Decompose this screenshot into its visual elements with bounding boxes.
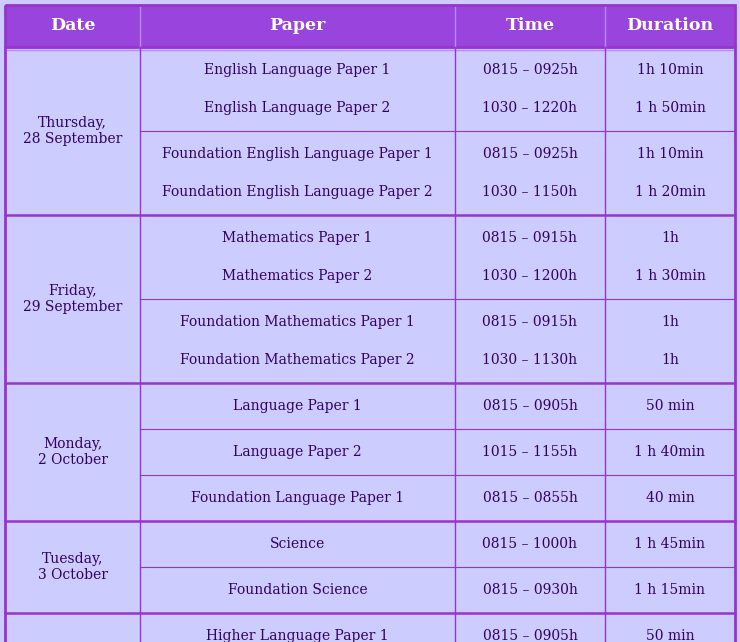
Text: 1030 – 1150h: 1030 – 1150h: [482, 185, 577, 199]
Text: 0815 – 0905h: 0815 – 0905h: [482, 629, 577, 642]
Text: 1 h 30min: 1 h 30min: [635, 269, 705, 283]
Text: Higher Language Paper 1: Higher Language Paper 1: [206, 629, 388, 642]
Text: 50 min: 50 min: [646, 399, 694, 413]
Text: Language Paper 1: Language Paper 1: [233, 399, 362, 413]
Text: 0815 – 0855h: 0815 – 0855h: [482, 491, 577, 505]
Text: 1030 – 1200h: 1030 – 1200h: [482, 269, 577, 283]
Text: 1 h 50min: 1 h 50min: [635, 101, 705, 115]
Text: 1h 10min: 1h 10min: [636, 63, 703, 77]
Text: 0815 – 0930h: 0815 – 0930h: [482, 583, 577, 597]
Text: 1030 – 1220h: 1030 – 1220h: [482, 101, 577, 115]
Text: Tuesday,
3 October: Tuesday, 3 October: [38, 552, 107, 582]
Text: Paper: Paper: [269, 17, 326, 35]
Text: Mathematics Paper 2: Mathematics Paper 2: [223, 269, 373, 283]
Text: Foundation English Language Paper 2: Foundation English Language Paper 2: [162, 185, 433, 199]
Text: Mathematics Paper 1: Mathematics Paper 1: [222, 231, 373, 245]
Text: Language Paper 2: Language Paper 2: [233, 445, 362, 459]
Text: 1015 – 1155h: 1015 – 1155h: [482, 445, 578, 459]
Text: 1h 10min: 1h 10min: [636, 147, 703, 161]
Text: Thursday,
28 September: Thursday, 28 September: [23, 116, 122, 146]
Text: 1 h 20min: 1 h 20min: [635, 185, 705, 199]
Text: 1030 – 1130h: 1030 – 1130h: [482, 353, 577, 367]
Text: Foundation Language Paper 1: Foundation Language Paper 1: [191, 491, 404, 505]
Text: Date: Date: [50, 17, 95, 35]
Text: 1 h 40min: 1 h 40min: [634, 445, 705, 459]
Text: 40 min: 40 min: [645, 491, 694, 505]
Text: 0815 – 0905h: 0815 – 0905h: [482, 399, 577, 413]
Text: 0815 – 0915h: 0815 – 0915h: [482, 231, 577, 245]
Text: Friday,
29 September: Friday, 29 September: [23, 284, 122, 314]
Text: 0815 – 1000h: 0815 – 1000h: [482, 537, 577, 551]
Bar: [5, 5, 735, 47]
Text: Time: Time: [505, 17, 554, 35]
Text: 1h: 1h: [661, 231, 679, 245]
Text: English Language Paper 1: English Language Paper 1: [204, 63, 391, 77]
Text: English Language Paper 2: English Language Paper 2: [204, 101, 391, 115]
Text: 1 h 15min: 1 h 15min: [634, 583, 705, 597]
Text: 1h: 1h: [661, 315, 679, 329]
Text: Foundation Mathematics Paper 1: Foundation Mathematics Paper 1: [180, 315, 415, 329]
Text: Monday,
2 October: Monday, 2 October: [38, 437, 107, 467]
Text: 0815 – 0925h: 0815 – 0925h: [482, 63, 577, 77]
Text: 1h: 1h: [661, 353, 679, 367]
Text: Duration: Duration: [627, 17, 713, 35]
Text: 1 h 45min: 1 h 45min: [634, 537, 705, 551]
Text: Foundation Mathematics Paper 2: Foundation Mathematics Paper 2: [180, 353, 415, 367]
Text: 50 min: 50 min: [646, 629, 694, 642]
Text: 0815 – 0925h: 0815 – 0925h: [482, 147, 577, 161]
Text: Science: Science: [270, 537, 325, 551]
Text: Foundation English Language Paper 1: Foundation English Language Paper 1: [162, 147, 433, 161]
Text: Foundation Science: Foundation Science: [228, 583, 367, 597]
Text: 0815 – 0915h: 0815 – 0915h: [482, 315, 577, 329]
